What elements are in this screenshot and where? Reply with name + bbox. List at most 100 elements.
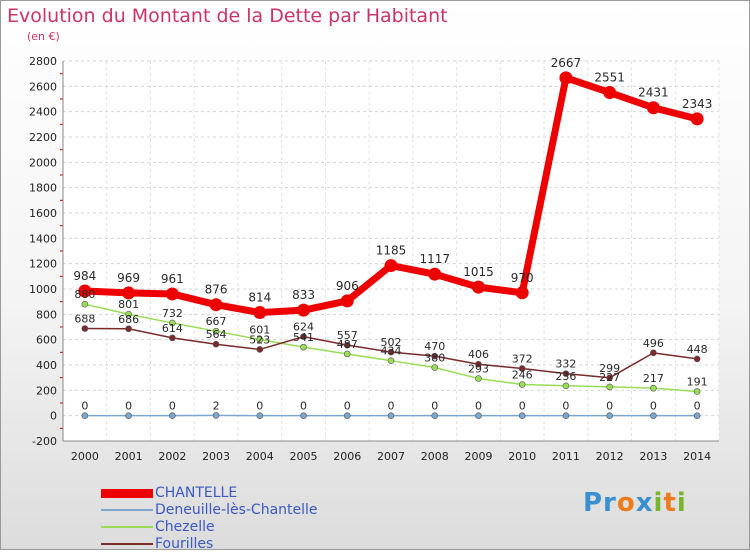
x-tick-label: 2005 [290, 450, 318, 463]
y-tick-label: 1400 [29, 232, 57, 245]
data-point [694, 388, 700, 394]
data-label: 0 [256, 400, 263, 413]
data-label: 470 [424, 340, 445, 353]
data-label: 2551 [594, 71, 625, 85]
data-label: 0 [606, 400, 613, 413]
data-label: 614 [162, 322, 183, 335]
data-point [257, 413, 263, 419]
data-label: 1015 [463, 265, 494, 279]
data-point [650, 413, 656, 419]
x-tick-label: 2004 [246, 450, 274, 463]
x-tick-label: 2013 [639, 450, 667, 463]
data-label: 984 [73, 269, 96, 283]
data-label: 1185 [376, 244, 407, 258]
y-tick-label: 600 [36, 334, 57, 347]
x-tick-label: 2009 [464, 450, 492, 463]
y-tick-label: 1600 [29, 207, 57, 220]
data-point [563, 383, 569, 389]
data-point [213, 412, 219, 418]
data-label: 523 [249, 333, 270, 346]
x-tick-label: 2006 [333, 450, 361, 463]
data-point [475, 413, 481, 419]
legend-swatch [101, 489, 153, 498]
data-label: 557 [337, 329, 358, 342]
data-label: 2667 [551, 56, 582, 70]
y-tick-label: 200 [36, 384, 57, 397]
data-point [691, 112, 704, 125]
data-label: 0 [125, 400, 132, 413]
data-label: 0 [388, 400, 395, 413]
data-point [559, 71, 572, 84]
data-point [82, 326, 88, 332]
data-label: 906 [336, 279, 359, 293]
data-point [519, 413, 525, 419]
data-point [472, 281, 485, 294]
data-point [432, 413, 438, 419]
data-label: 667 [206, 315, 227, 328]
data-point [169, 413, 175, 419]
data-point [169, 335, 175, 341]
data-point [650, 350, 656, 356]
data-label: 0 [300, 400, 307, 413]
x-tick-label: 2012 [596, 450, 624, 463]
data-label: 217 [643, 372, 664, 385]
data-label: 564 [206, 328, 227, 341]
data-point [301, 344, 307, 350]
data-label: 191 [687, 375, 708, 388]
legend-swatch [101, 543, 153, 545]
data-point [301, 413, 307, 419]
data-label: 833 [292, 288, 315, 302]
data-label: 0 [562, 400, 569, 413]
data-point [432, 365, 438, 371]
data-label: 961 [161, 272, 184, 286]
data-point [126, 413, 132, 419]
legend-label: Deneuille-lès-Chantelle [155, 502, 318, 518]
data-point [607, 413, 613, 419]
data-label: 801 [118, 298, 139, 311]
data-label: 2343 [682, 97, 713, 111]
x-tick-label: 2000 [71, 450, 99, 463]
data-label: 0 [650, 400, 657, 413]
data-point [428, 268, 441, 281]
data-label: 0 [169, 400, 176, 413]
y-tick-label: 1200 [29, 258, 57, 271]
data-label: 624 [293, 321, 314, 334]
legend-swatch [101, 526, 153, 528]
data-point [82, 413, 88, 419]
data-label: 0 [475, 400, 482, 413]
data-label: 876 [205, 283, 228, 297]
data-point [82, 301, 88, 307]
data-point [388, 358, 394, 364]
data-label: 0 [694, 400, 701, 413]
data-point [297, 304, 310, 317]
data-point [210, 298, 223, 311]
x-tick-label: 2010 [508, 450, 536, 463]
data-label: 236 [555, 370, 576, 383]
y-tick-label: 2200 [29, 131, 57, 144]
x-tick-label: 2008 [421, 450, 449, 463]
data-label: 406 [468, 348, 489, 361]
y-tick-label: -200 [32, 435, 57, 448]
data-label: 732 [162, 307, 183, 320]
data-point [694, 413, 700, 419]
data-point [166, 287, 179, 300]
data-point [603, 86, 616, 99]
x-tick-label: 2002 [158, 450, 186, 463]
data-point [253, 306, 266, 319]
data-label: 0 [344, 400, 351, 413]
data-point [647, 101, 660, 114]
data-label: 332 [555, 358, 576, 371]
x-tick-label: 2001 [115, 450, 143, 463]
data-label: 880 [74, 288, 95, 301]
data-label: 496 [643, 337, 664, 350]
x-tick-label: 2007 [377, 450, 405, 463]
data-label: 0 [81, 400, 88, 413]
data-label: 969 [117, 271, 140, 285]
y-tick-label: 2600 [29, 80, 57, 93]
data-point [344, 413, 350, 419]
legend-label: CHANTELLE [155, 485, 237, 501]
data-label: 246 [512, 369, 533, 382]
data-point [650, 385, 656, 391]
